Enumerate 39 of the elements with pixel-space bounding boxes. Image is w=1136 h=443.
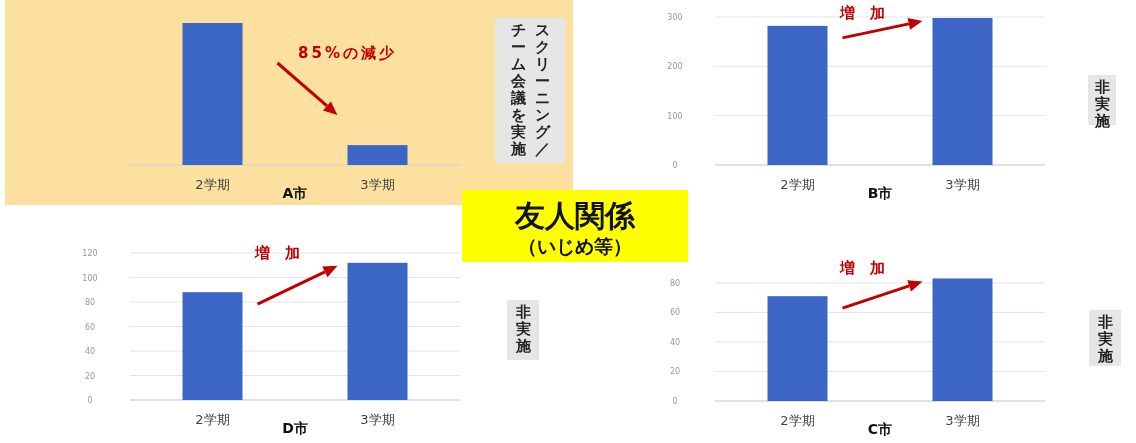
y-tick-label: 20 [669,367,681,377]
y-tick-label: 0 [672,161,678,170]
text: 友人関係 [514,198,636,233]
annotation: 増 加 [839,4,885,22]
text: （いじめ等） [518,235,632,257]
y-tick-label: 60 [669,308,681,318]
y-tick-label: 300 [667,13,683,22]
x-tick-label: 3学期 [360,412,395,427]
y-tick-label: 120 [82,249,98,258]
x-axis-title: C市 [867,421,893,437]
y-tick-label: 0 [87,396,93,405]
y-tick-label: 80 [669,278,681,288]
annotation: 85%の減少 [298,44,397,62]
x-tick-label: 2学期 [195,177,230,192]
y-tick-label: 0 [672,397,678,406]
text: 非実施 [1093,78,1111,130]
text: 増 加 [839,259,885,278]
y-tick-label: 40 [669,337,681,347]
text: 非実施 [514,303,532,355]
text: 非実施 [1096,313,1114,365]
x-axis-title: B市 [867,185,893,201]
x-tick-label: 2学期 [780,413,815,428]
x-axis-title: A市 [282,185,308,201]
text: チーム会議を実施 [509,21,527,158]
y-tick-label: 20 [84,371,96,381]
y-tick-label: 60 [84,322,96,332]
y-tick-label: 100 [82,273,98,283]
x-axis-title: D市 [282,420,308,436]
x-tick-label: 2学期 [780,177,815,192]
x-tick-label: 3学期 [360,177,395,192]
x-tick-label: 2学期 [195,412,230,427]
x-tick-label: 3学期 [945,413,980,428]
x-tick-label: 3学期 [945,177,980,192]
text: スクリーニング／ [534,21,551,158]
y-tick-label: 200 [667,62,683,72]
annotation: 増 加 [254,243,300,262]
y-tick-label: 100 [667,111,683,121]
y-tick-label: 40 [84,347,96,356]
y-tick-label: 80 [84,298,96,307]
